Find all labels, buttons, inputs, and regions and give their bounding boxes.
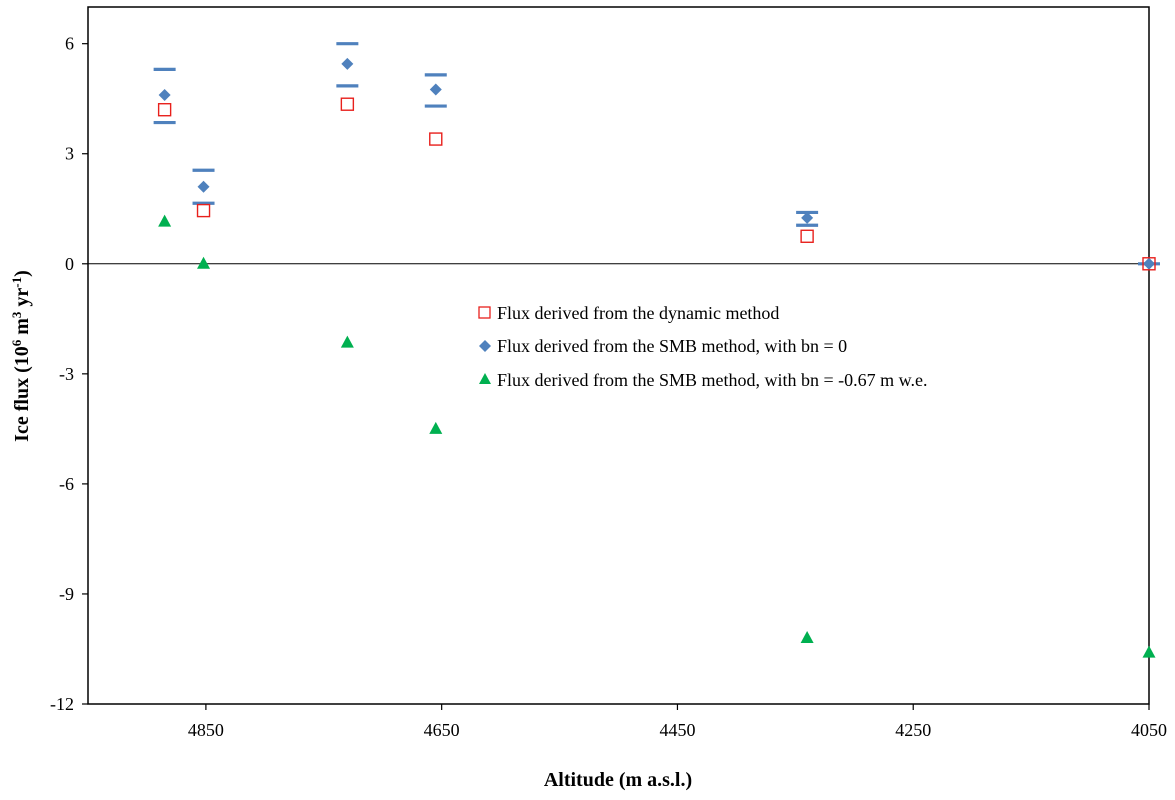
legend-item-dynamic: Flux derived from the dynamic method bbox=[478, 303, 779, 323]
triangle-point bbox=[197, 256, 211, 269]
open-square-point bbox=[157, 103, 172, 117]
diamond-point bbox=[158, 89, 171, 102]
y-tick-label: 6 bbox=[65, 34, 74, 54]
y-tick-label: 0 bbox=[65, 254, 74, 274]
axis-ticks: 6 3 0 -3 -6 -9 -12 4850 4650 4450 4250 4050 bbox=[50, 34, 1167, 740]
legend-label-smb-bn0: Flux derived from the SMB method, with b… bbox=[497, 336, 847, 356]
diamond-point bbox=[1143, 257, 1155, 270]
diamond-point bbox=[341, 57, 354, 70]
legend-label-dynamic: Flux derived from the dynamic method bbox=[497, 303, 779, 323]
triangle-point bbox=[429, 421, 443, 434]
open-square-point bbox=[340, 97, 355, 111]
x-tick-label: 4650 bbox=[424, 720, 460, 740]
legend-open-square-marker bbox=[478, 306, 491, 319]
legend-item-smb-bn0: Flux derived from the SMB method, with b… bbox=[479, 336, 847, 356]
diamond-point bbox=[801, 211, 814, 224]
y-tick-label: 3 bbox=[65, 144, 74, 164]
triangle-point bbox=[158, 214, 172, 227]
triangle-point bbox=[1142, 645, 1156, 658]
diamond-point bbox=[429, 83, 442, 96]
open-square-point bbox=[1142, 257, 1156, 271]
open-square-point bbox=[800, 229, 814, 243]
y-axis-title: Ice flux (106 m3 yr-1) bbox=[9, 270, 34, 442]
legend-triangle-marker bbox=[479, 373, 491, 384]
data-marks bbox=[153, 42, 1160, 658]
x-axis-title: Altitude (m a.s.l.) bbox=[544, 769, 692, 791]
open-square-point bbox=[429, 132, 443, 146]
plot-area bbox=[87, 6, 1150, 705]
triangle-point bbox=[340, 335, 354, 348]
y-tick-label: -3 bbox=[59, 364, 74, 384]
legend-diamond-marker bbox=[479, 340, 491, 352]
diamond-point bbox=[197, 180, 210, 193]
x-tick-label: 4050 bbox=[1131, 720, 1167, 740]
x-tick-label: 4250 bbox=[895, 720, 931, 740]
legend-item-smb-bn067: Flux derived from the SMB method, with b… bbox=[479, 370, 927, 390]
y-tick-label: -12 bbox=[50, 694, 74, 714]
legend-label-smb-bn067: Flux derived from the SMB method, with b… bbox=[497, 370, 927, 390]
x-tick-label: 4850 bbox=[188, 720, 224, 740]
triangle-point bbox=[800, 630, 814, 643]
x-tick-label: 4450 bbox=[659, 720, 695, 740]
open-square-point bbox=[196, 203, 211, 218]
y-tick-label: -6 bbox=[59, 474, 74, 494]
legend: Flux derived from the dynamic method Flu… bbox=[478, 303, 927, 390]
y-tick-label: -9 bbox=[59, 584, 74, 604]
